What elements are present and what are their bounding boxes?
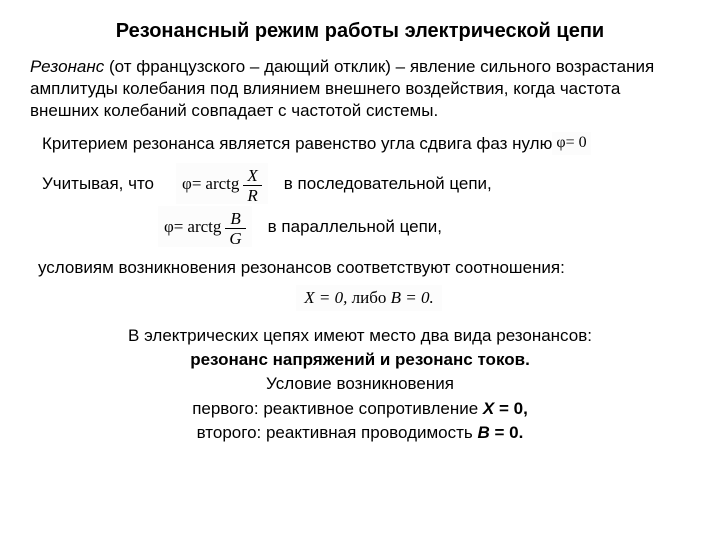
summary-block: В электрических цепях имеют место два ви…: [30, 325, 690, 443]
considering-prefix: Учитывая, что: [42, 173, 154, 195]
definition-text: (от французского – дающий отклик) – явле…: [30, 57, 654, 120]
formula-series: φ= arctg X R: [176, 163, 268, 204]
line4-b: B: [478, 423, 490, 442]
conditions-formula-line: X = 0, либо B = 0.: [48, 285, 690, 311]
conditions-formula: X = 0, либо B = 0.: [296, 285, 441, 311]
frac-num-x: X: [243, 167, 261, 185]
summary-line-1: В электрических цепях имеют место два ви…: [30, 325, 690, 347]
conditions-text: условиям возникновения резонансов соотве…: [38, 257, 690, 279]
frac-num-b: B: [226, 210, 244, 228]
line3-c: = 0,: [494, 399, 528, 418]
fraction-x-r: X R: [243, 167, 261, 204]
formula-parallel: φ= arctg B G: [158, 206, 252, 247]
summary-line-4: второго: реактивная проводимость B = 0.: [30, 422, 690, 444]
line4-c: = 0.: [490, 423, 524, 442]
summary-line-1b: резонанс напряжений и резонанс токов.: [30, 349, 690, 371]
series-circuit-text: в последовательной цепи,: [284, 173, 492, 195]
frac-den-g: G: [225, 228, 245, 247]
parallel-circuit-text: в параллельной цепи,: [268, 216, 442, 238]
line4-a: второго: реактивная проводимость: [197, 423, 478, 442]
fraction-b-g: B G: [225, 210, 245, 247]
page-title: Резонансный режим работы электрической ц…: [30, 18, 690, 44]
considering-row-2: φ= arctg B G в параллельной цепи,: [158, 206, 690, 247]
line3-b: X: [483, 399, 494, 418]
x-eq-0: X = 0,: [304, 288, 347, 307]
frac-den-r: R: [243, 185, 261, 204]
definition-paragraph: Резонанс (от французского – дающий откли…: [30, 56, 690, 122]
summary-line-2: Условие возникновения: [30, 373, 690, 395]
criterion-row: Критерием резонанса является равенство у…: [42, 132, 690, 155]
phi-symbol-2: φ=: [164, 216, 183, 238]
phi-equals-zero: φ= 0: [552, 132, 590, 155]
arctg-2: arctg: [187, 216, 221, 238]
criterion-text: Критерием резонанса является равенство у…: [42, 133, 552, 155]
summary-line-3: первого: реактивное сопротивление X = 0,: [30, 398, 690, 420]
considering-row-1: Учитывая, что φ= arctg X R в последовате…: [42, 163, 690, 204]
line3-a: первого: реактивное сопротивление: [192, 399, 483, 418]
term-resonance: Резонанс: [30, 57, 104, 76]
phi-symbol-1: φ=: [182, 173, 201, 195]
b-eq-0: B = 0.: [391, 288, 434, 307]
arctg-1: arctg: [205, 173, 239, 195]
libo-text: либо: [347, 288, 390, 307]
